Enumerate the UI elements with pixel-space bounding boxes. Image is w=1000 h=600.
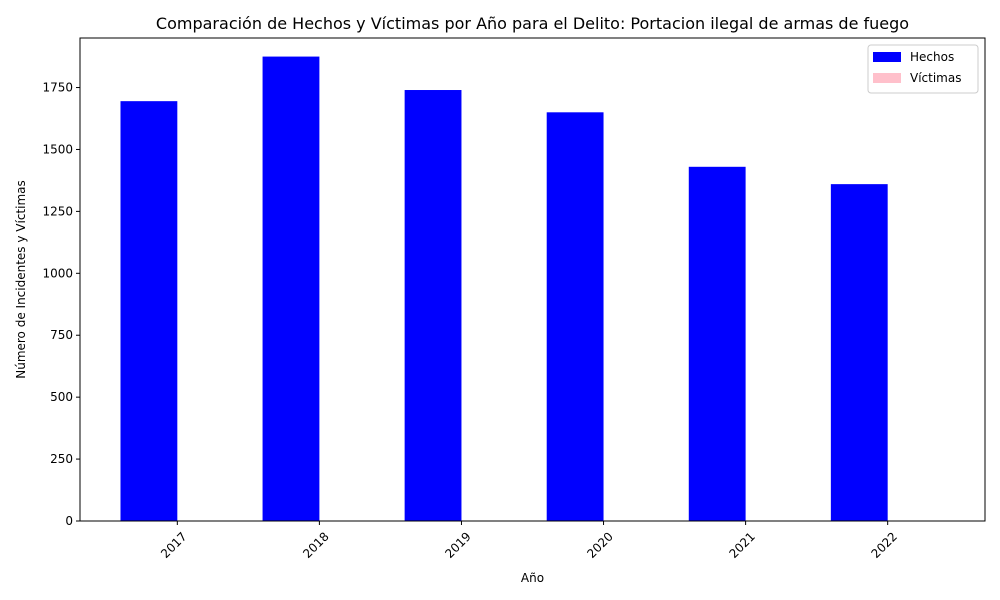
y-tick-label-1750: 1750: [42, 81, 73, 95]
x-axis: 2017 2018 2019 2020 2021 2022: [158, 521, 900, 561]
y-tick-label-1250: 1250: [42, 204, 73, 218]
y-axis-label: Número de Incidentes y Víctimas: [14, 180, 28, 379]
legend-label-hechos: Hechos: [910, 50, 954, 64]
x-axis-label: Año: [521, 571, 544, 585]
legend-swatch-hechos: [873, 52, 901, 62]
bar-hechos-2021: [688, 166, 746, 522]
y-tick-label-1500: 1500: [42, 142, 73, 156]
legend-label-victimas: Víctimas: [910, 71, 961, 85]
bar-hechos-2020: [546, 112, 604, 522]
x-tick-label-2021: 2021: [726, 529, 757, 560]
chart-title: Comparación de Hechos y Víctimas por Año…: [156, 14, 909, 33]
x-tick-label-2018: 2018: [300, 529, 331, 560]
y-tick-label-0: 0: [65, 514, 73, 528]
series-hechos-bars: [120, 56, 888, 522]
x-tick-label-2022: 2022: [869, 529, 900, 560]
y-tick-label-750: 750: [50, 328, 73, 342]
y-tick-label-250: 250: [50, 452, 73, 466]
bar-hechos-2017: [120, 101, 178, 522]
y-tick-label-1000: 1000: [42, 266, 73, 280]
legend: Hechos Víctimas: [867, 44, 979, 94]
bar-hechos-2018: [262, 56, 320, 521]
x-tick-label-2019: 2019: [442, 529, 473, 560]
y-axis: 0 250 500 750 1000 1250 1500 1750: [42, 81, 80, 528]
x-tick-label-2020: 2020: [584, 529, 615, 560]
x-tick-label-2017: 2017: [158, 529, 189, 560]
bar-hechos-2022: [830, 184, 888, 521]
legend-swatch-victimas: [873, 73, 901, 83]
plot-frame: [79, 37, 986, 522]
plot-area: [79, 37, 986, 522]
bar-hechos-2019: [404, 90, 462, 521]
y-tick-label-500: 500: [50, 390, 73, 404]
